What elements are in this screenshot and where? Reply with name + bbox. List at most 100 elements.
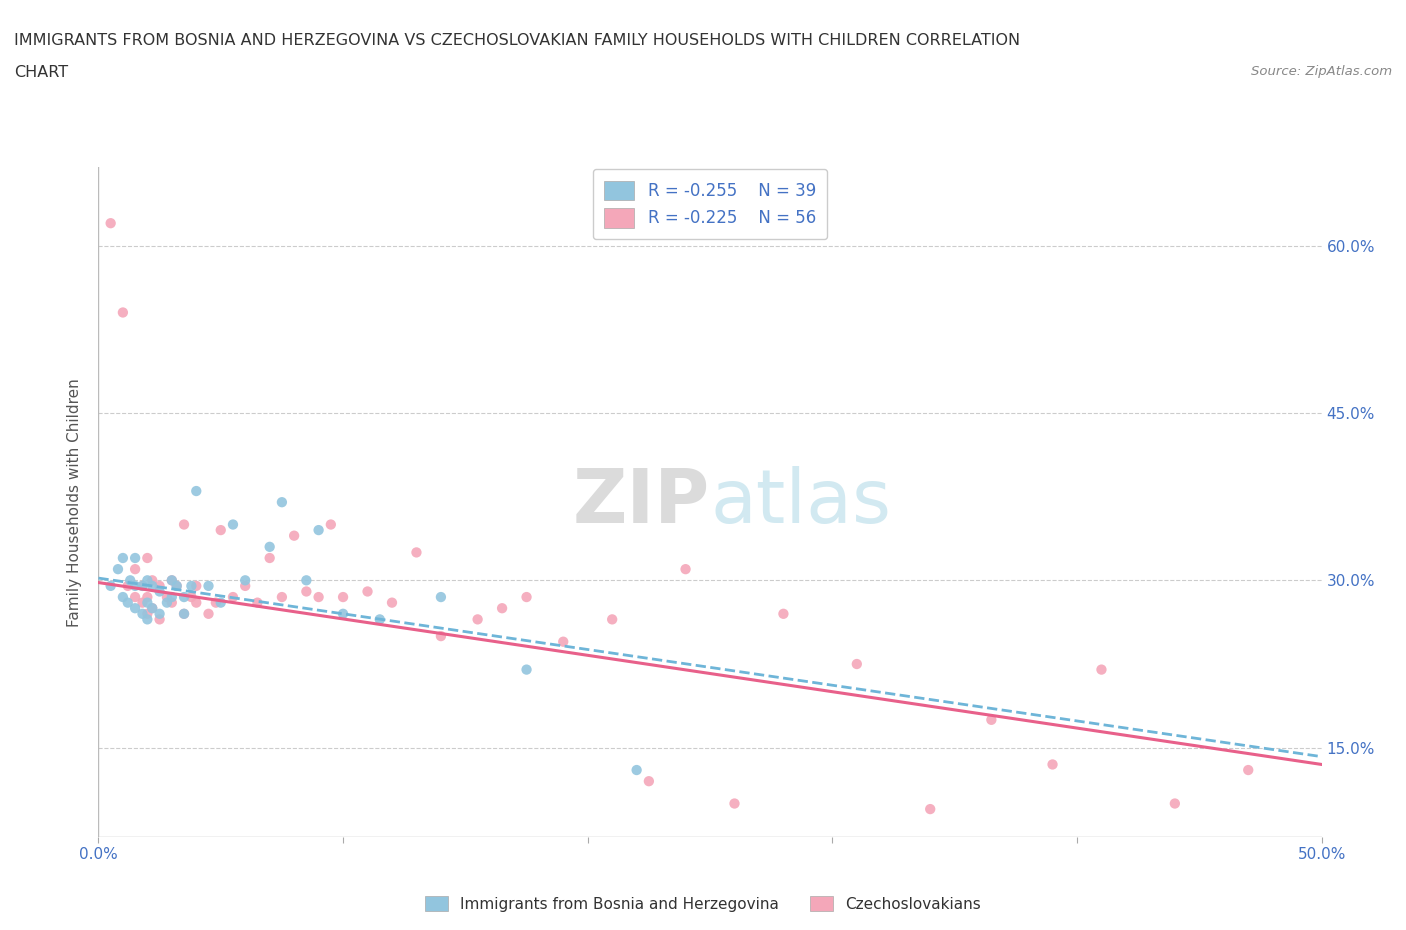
Point [270, 495, 294, 510]
Point [124, 551, 146, 565]
Point [186, 484, 208, 498]
Point [515, 590, 537, 604]
Point [600, 612, 623, 627]
Point [368, 612, 391, 627]
Point [723, 796, 745, 811]
Point [136, 551, 159, 565]
Point [295, 584, 318, 599]
Text: atlas: atlas [710, 466, 891, 538]
Point [136, 595, 159, 610]
Point [186, 578, 208, 593]
Point [111, 551, 134, 565]
Legend: Immigrants from Bosnia and Herzegovina, Czechoslovakians: Immigrants from Bosnia and Herzegovina, … [419, 889, 987, 918]
Point [1164, 796, 1187, 811]
Point [209, 523, 232, 538]
Point [141, 601, 163, 616]
Point [124, 601, 146, 616]
Point [295, 573, 318, 588]
Point [920, 802, 942, 817]
Point [209, 595, 232, 610]
Point [259, 551, 281, 565]
Point [515, 662, 537, 677]
Point [1090, 662, 1112, 677]
Point [173, 517, 195, 532]
Point [222, 517, 245, 532]
Point [491, 601, 513, 616]
Point [845, 657, 868, 671]
Point [160, 590, 183, 604]
Point [675, 562, 697, 577]
Point [124, 590, 146, 604]
Point [430, 590, 453, 604]
Point [156, 590, 179, 604]
Point [160, 573, 183, 588]
Point [332, 606, 354, 621]
Point [356, 584, 378, 599]
Point [772, 606, 794, 621]
Point [283, 528, 305, 543]
Point [100, 216, 122, 231]
Point [160, 573, 183, 588]
Point [136, 606, 159, 621]
Point [553, 634, 575, 649]
Point [638, 774, 661, 789]
Point [131, 606, 153, 621]
Point [405, 545, 427, 560]
Point [124, 578, 146, 593]
Point [270, 590, 294, 604]
Point [308, 523, 330, 538]
Point [120, 573, 142, 588]
Point [319, 517, 342, 532]
Point [381, 595, 404, 610]
Point [180, 590, 202, 604]
Point [430, 629, 453, 644]
Point [246, 595, 269, 610]
Text: CHART: CHART [14, 65, 67, 80]
Point [111, 305, 134, 320]
Point [166, 578, 188, 593]
Point [308, 590, 330, 604]
Point [131, 595, 153, 610]
Point [332, 590, 354, 604]
Point [166, 578, 188, 593]
Point [149, 606, 172, 621]
Point [259, 539, 281, 554]
Point [173, 606, 195, 621]
Point [136, 590, 159, 604]
Point [149, 578, 172, 593]
Point [980, 712, 1002, 727]
Point [626, 763, 648, 777]
Point [233, 578, 256, 593]
Text: IMMIGRANTS FROM BOSNIA AND HERZEGOVINA VS CZECHOSLOVAKIAN FAMILY HOUSEHOLDS WITH: IMMIGRANTS FROM BOSNIA AND HERZEGOVINA V… [14, 33, 1021, 47]
Point [173, 606, 195, 621]
Text: Source: ZipAtlas.com: Source: ZipAtlas.com [1251, 65, 1392, 78]
Point [100, 578, 122, 593]
Point [197, 578, 219, 593]
Point [141, 601, 163, 616]
Point [117, 595, 139, 610]
Point [149, 612, 172, 627]
Point [131, 578, 153, 593]
Point [141, 573, 163, 588]
Point [205, 595, 228, 610]
Point [467, 612, 489, 627]
Point [180, 578, 202, 593]
Point [222, 590, 245, 604]
Text: ZIP: ZIP [572, 466, 710, 538]
Point [107, 562, 129, 577]
Point [233, 573, 256, 588]
Point [131, 578, 153, 593]
Point [156, 595, 179, 610]
Point [149, 584, 172, 599]
Point [160, 595, 183, 610]
Legend: R = -0.255    N = 39, R = -0.225    N = 56: R = -0.255 N = 39, R = -0.225 N = 56 [592, 169, 828, 239]
Point [197, 606, 219, 621]
Point [111, 590, 134, 604]
Point [141, 578, 163, 593]
Y-axis label: Family Households with Children: Family Households with Children [67, 378, 83, 627]
Point [173, 590, 195, 604]
Point [1042, 757, 1064, 772]
Point [124, 562, 146, 577]
Point [117, 578, 139, 593]
Point [136, 573, 159, 588]
